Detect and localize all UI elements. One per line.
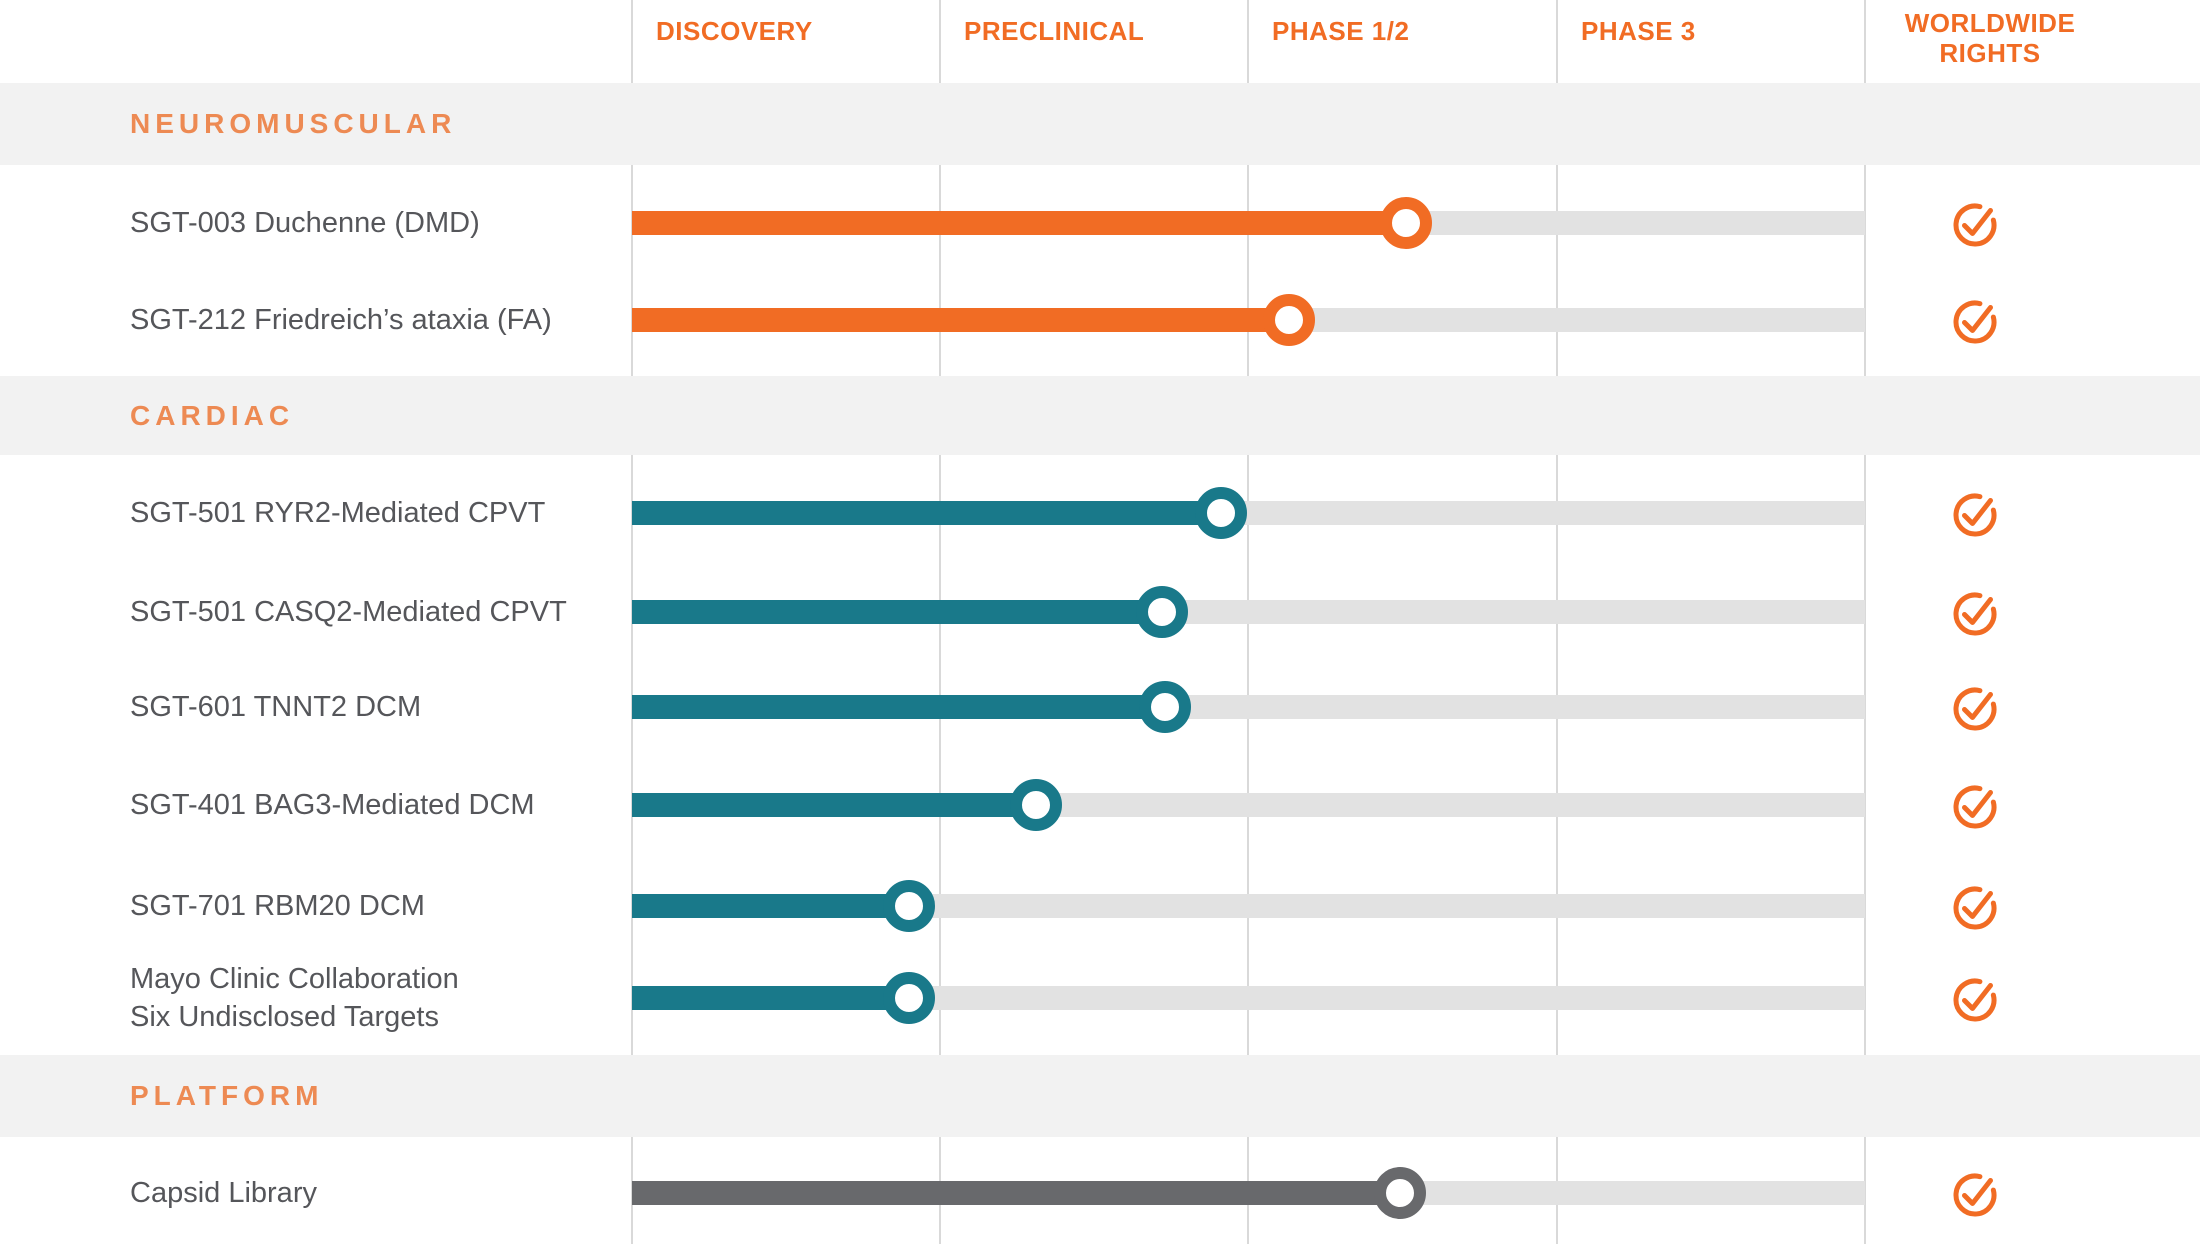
progress-track (632, 880, 1865, 932)
progress-bar-fill (632, 1181, 1400, 1205)
section-band-platform: PLATFORM (0, 1055, 2200, 1137)
column-header-worldwide-rights: WORLDWIDE RIGHTS (1872, 8, 2108, 68)
pipeline-row: SGT-401 BAG3-Mediated DCM (0, 753, 2200, 857)
worldwide-rights-check-icon (1951, 588, 1999, 636)
progress-bar-fill (632, 793, 1036, 817)
progress-dot (1009, 779, 1062, 831)
progress-bar-fill (632, 986, 910, 1010)
worldwide-rights-check-icon (1951, 489, 1999, 537)
section-band-cardiac: CARDIAC (0, 376, 2200, 455)
progress-bar-fill (632, 308, 1289, 332)
section-band-neuromuscular: NEUROMUSCULAR (0, 83, 2200, 165)
progress-track (632, 294, 1865, 346)
section-label: CARDIAC (130, 399, 295, 431)
program-label-text: SGT-701 RBM20 DCM (130, 890, 425, 922)
section-label: NEUROMUSCULAR (130, 108, 457, 139)
program-label: SGT-601 TNNT2 DCM (130, 655, 421, 759)
program-label: SGT-401 BAG3-Mediated DCM (130, 753, 535, 857)
column-header-preclinical: PRECLINICAL (964, 15, 1145, 46)
program-label: SGT-501 RYR2-Mediated CPVT (130, 461, 545, 565)
pipeline-row: SGT-212 Friedreich’s ataxia (FA) (0, 268, 2200, 372)
worldwide-rights-check-icon (1951, 1169, 1999, 1217)
program-label-text: Capsid Library (130, 1177, 317, 1209)
progress-bar-fill (632, 501, 1221, 525)
program-label: Mayo Clinic Collaboration Six Undisclose… (130, 946, 459, 1050)
program-label: SGT-212 Friedreich’s ataxia (FA) (130, 268, 552, 372)
pipeline-row: SGT-601 TNNT2 DCM (0, 655, 2200, 759)
progress-track (632, 197, 1865, 249)
program-label-text: SGT-601 TNNT2 DCM (130, 691, 422, 723)
worldwide-rights-check-icon (1951, 974, 1999, 1022)
progress-track (632, 1167, 1865, 1219)
worldwide-rights-line2: RIGHTS (1939, 38, 2041, 68)
program-label-text: SGT-003 Duchenne (DMD) (130, 207, 480, 239)
pipeline-row: SGT-501 RYR2-Mediated CPVT (0, 461, 2200, 565)
program-label-text: SGT-401 BAG3-Mediated DCM (130, 789, 535, 821)
progress-dot (1373, 1167, 1426, 1219)
program-label: SGT-501 CASQ2-Mediated CPVT (130, 560, 567, 664)
progress-track (632, 779, 1865, 831)
progress-bar-fill (632, 695, 1166, 719)
worldwide-rights-check-icon (1951, 683, 1999, 731)
pipeline-row: SGT-003 Duchenne (DMD) (0, 171, 2200, 275)
column-header-discovery: DISCOVERY (656, 15, 813, 46)
program-label: SGT-701 RBM20 DCM (130, 854, 425, 958)
worldwide-rights-check-icon (1951, 199, 1999, 247)
gridline-end (1864, 0, 1866, 1244)
pipeline-row: Capsid Library (0, 1141, 2200, 1244)
progress-bar-fill (632, 894, 910, 918)
progress-bar-fill (632, 211, 1406, 235)
progress-track (632, 972, 1865, 1024)
progress-dot (1136, 586, 1189, 638)
program-label: SGT-003 Duchenne (DMD) (130, 171, 480, 275)
column-header-phase12: PHASE 1/2 (1272, 15, 1410, 46)
program-label-text-line2: Six Undisclosed Targets (130, 1001, 439, 1033)
progress-bar-fill (632, 600, 1163, 624)
column-header-phase3: PHASE 3 (1581, 15, 1696, 46)
progress-dot (1379, 197, 1432, 249)
pipeline-row: Mayo Clinic Collaboration Six Undisclose… (0, 946, 2200, 1050)
program-label-text: SGT-501 RYR2-Mediated CPVT (130, 497, 546, 529)
progress-dot (1139, 681, 1192, 733)
progress-track (632, 586, 1865, 638)
progress-dot (883, 880, 936, 932)
worldwide-rights-line1: WORLDWIDE (1904, 8, 2076, 38)
progress-dot (883, 972, 936, 1024)
worldwide-rights-check-icon (1951, 781, 1999, 829)
worldwide-rights-check-icon (1951, 882, 1999, 930)
worldwide-rights-check-icon (1951, 296, 1999, 344)
program-label: Capsid Library (130, 1141, 317, 1244)
progress-dot (1194, 487, 1247, 539)
progress-track (632, 681, 1865, 733)
program-label-text: SGT-501 CASQ2-Mediated CPVT (130, 596, 567, 628)
section-label: PLATFORM (130, 1080, 324, 1111)
progress-track (632, 487, 1865, 539)
program-label-text: SGT-212 Friedreich’s ataxia (FA) (130, 304, 552, 336)
pipeline-row: SGT-501 CASQ2-Mediated CPVT (0, 560, 2200, 664)
pipeline-row: SGT-701 RBM20 DCM (0, 854, 2200, 958)
program-label-text: Mayo Clinic Collaboration (130, 963, 459, 995)
progress-dot (1262, 294, 1315, 346)
